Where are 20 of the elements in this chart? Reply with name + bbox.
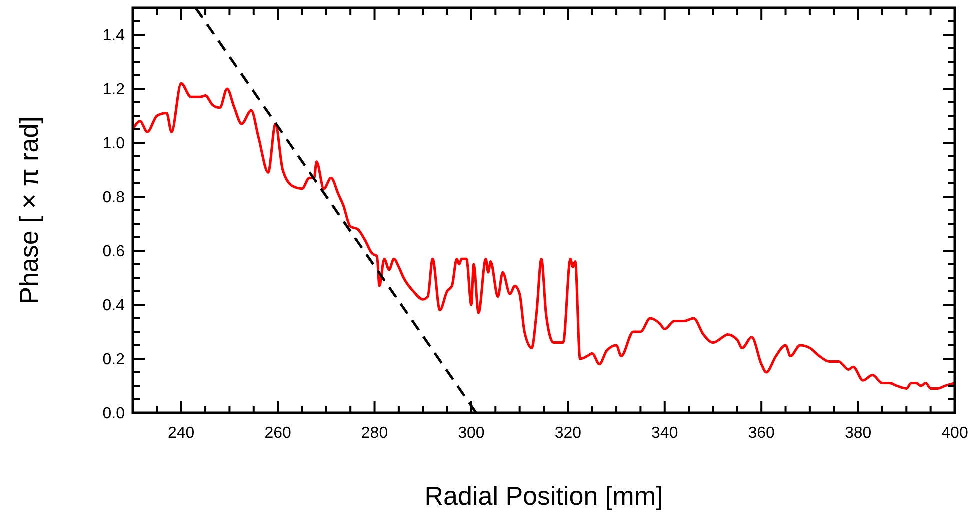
x-tick-label: 260	[264, 425, 292, 442]
x-tick-label: 400	[942, 425, 968, 442]
y-tick-label: 0.8	[102, 190, 126, 207]
y-tick-label: 0.4	[102, 298, 126, 315]
x-tick-label: 360	[748, 425, 776, 442]
y-tick-label: 1.4	[102, 28, 126, 45]
x-tick-label: 340	[652, 425, 678, 442]
x-tick-label: 240	[168, 425, 195, 442]
x-axis-title: Radial Position [mm]	[424, 481, 664, 511]
y-axis-title: Phase [ × π rad]	[14, 116, 44, 304]
y-tick-label: 0.0	[102, 406, 126, 423]
y-tick-label: 1.0	[102, 136, 126, 153]
x-tick-label: 320	[554, 425, 582, 442]
y-tick-label: 1.2	[102, 82, 126, 99]
y-tick-label: 0.2	[102, 352, 126, 369]
x-tick-label: 380	[844, 425, 872, 442]
line-series	[133, 82, 955, 390]
y-tick-label: 0.6	[102, 244, 126, 261]
x-tick-label: 300	[458, 425, 485, 442]
x-tick-label: 280	[361, 425, 388, 442]
